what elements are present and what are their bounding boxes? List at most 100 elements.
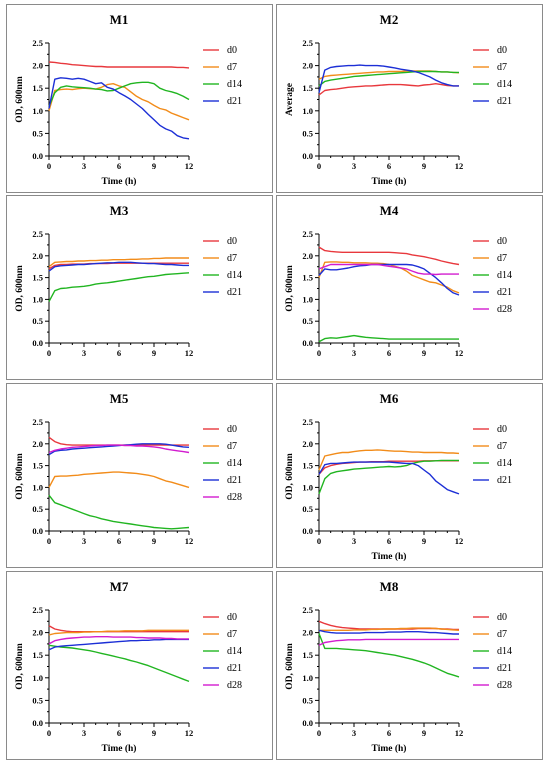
legend-label-d21: d21 xyxy=(227,287,242,298)
series-line-d14 xyxy=(318,334,459,343)
x-tick-label: 3 xyxy=(352,161,356,171)
chart-panel-m3: M3 0.0 0.5 1.0 1.5 2.0 2.5 0 3 6 9 12 OD, 600nm d0 d7 d… xyxy=(6,195,273,380)
legend-label-d0: d0 xyxy=(497,45,507,56)
x-tick-label: 12 xyxy=(455,161,464,171)
x-tick-label: 9 xyxy=(152,536,156,546)
y-axis-label: OD, 600nm xyxy=(285,643,295,690)
y-tick-label: 2.5 xyxy=(32,229,43,239)
series-line-d14 xyxy=(318,70,459,87)
y-tick-label: 0.5 xyxy=(32,128,43,138)
chart-title: M6 xyxy=(380,391,399,406)
legend-label-d7: d7 xyxy=(497,253,507,264)
y-tick-label: 2.0 xyxy=(302,251,313,261)
legend-label-d7: d7 xyxy=(497,629,507,640)
y-tick-label: 0.0 xyxy=(302,526,313,536)
y-tick-label: 2.0 xyxy=(32,61,43,71)
legend-label-d0: d0 xyxy=(497,424,507,435)
chart-panel-m1: M1 0.0 0.5 1.0 1.5 2.0 2.5 0 3 6 9 12 Time (h) OD, 60… xyxy=(6,4,273,193)
x-tick-label: 3 xyxy=(82,348,86,358)
x-tick-label: 0 xyxy=(317,728,321,738)
legend-label-d21: d21 xyxy=(497,475,512,486)
series-line-d0 xyxy=(48,61,190,69)
x-tick-label: 9 xyxy=(422,348,426,358)
y-tick-label: 2.5 xyxy=(302,38,313,48)
y-tick-label: 0.5 xyxy=(302,316,313,326)
legend-label-d0: d0 xyxy=(497,612,507,623)
x-tick-label: 0 xyxy=(47,161,51,171)
legend-label-d0: d0 xyxy=(227,612,237,623)
legend-label-d7: d7 xyxy=(497,62,507,73)
x-tick-label: 0 xyxy=(317,536,321,546)
series-line-d28 xyxy=(318,638,459,646)
x-tick-label: 6 xyxy=(117,728,121,738)
y-tick-label: 2.5 xyxy=(302,229,313,239)
series-line-d14 xyxy=(318,633,460,678)
series-line-d21 xyxy=(318,461,460,495)
chart-title: M7 xyxy=(110,579,129,594)
x-tick-label: 9 xyxy=(422,161,426,171)
chart-svg: M8 0.0 0.5 1.0 1.5 2.0 2.5 0 3 6 9 12 Time (h) OD, 60… xyxy=(285,579,512,754)
chart-panel-m2: M2 0.0 0.5 1.0 1.5 2.0 2.5 0 3 6 9 12 Time (h) Averag… xyxy=(276,4,543,193)
legend-label-d14: d14 xyxy=(497,270,512,281)
y-tick-label: 1.5 xyxy=(32,83,43,93)
y-tick-label: 0.0 xyxy=(302,151,313,161)
legend-label-d28: d28 xyxy=(227,492,242,503)
x-tick-label: 9 xyxy=(152,348,156,358)
y-tick-label: 1.0 xyxy=(32,294,43,304)
y-axis-label: OD, 600nm xyxy=(15,643,25,690)
chart-panel-m7: M7 0.0 0.5 1.0 1.5 2.0 2.5 0 3 6 9 12 Time (h) OD, 60… xyxy=(6,571,273,760)
y-tick-label: 2.0 xyxy=(302,439,313,449)
legend-label-d28: d28 xyxy=(497,304,512,315)
x-tick-label: 12 xyxy=(185,536,194,546)
y-tick-label: 2.0 xyxy=(32,251,43,261)
legend-label-d7: d7 xyxy=(227,629,237,640)
chart-svg: M3 0.0 0.5 1.0 1.5 2.0 2.5 0 3 6 9 12 OD, 600nm d0 d7 d… xyxy=(15,203,242,358)
legend-label-d21: d21 xyxy=(227,663,242,674)
legend-label-d14: d14 xyxy=(227,270,242,281)
chart-panel-m4: M4 0.0 0.5 1.0 1.5 2.0 2.5 0 3 6 9 12 OD, 600nm d0 d7 d… xyxy=(276,195,543,380)
y-tick-label: 1.0 xyxy=(302,106,313,116)
chart-title: M8 xyxy=(380,579,399,594)
x-tick-label: 6 xyxy=(117,348,121,358)
chart-panel-m6: M6 0.0 0.5 1.0 1.5 2.0 2.5 0 3 6 9 12 Time (h) OD, 60… xyxy=(276,383,543,568)
legend-label-d0: d0 xyxy=(227,424,237,435)
chart-title: M1 xyxy=(110,12,129,27)
series-line-d21 xyxy=(318,64,459,93)
legend-label-d21: d21 xyxy=(497,96,512,107)
x-tick-label: 6 xyxy=(117,161,121,171)
x-axis-label: Time (h) xyxy=(372,176,407,187)
legend-label-d7: d7 xyxy=(227,253,237,264)
legend-label-d14: d14 xyxy=(227,458,242,469)
y-axis-label: OD, 600nm xyxy=(285,265,295,312)
x-tick-label: 0 xyxy=(47,536,51,546)
series-line-d7 xyxy=(319,627,460,631)
series-line-d7 xyxy=(48,629,189,636)
chart-title: M4 xyxy=(380,203,399,218)
y-tick-label: 2.0 xyxy=(32,439,43,449)
y-axis-label: Average xyxy=(285,83,295,116)
series-line-d0 xyxy=(48,262,189,270)
y-tick-label: 1.5 xyxy=(302,83,313,93)
x-tick-label: 3 xyxy=(82,161,86,171)
series-line-d21 xyxy=(48,638,189,651)
legend-label-d14: d14 xyxy=(227,79,242,90)
legend-label-d21: d21 xyxy=(497,287,512,298)
y-tick-label: 1.0 xyxy=(302,673,313,683)
chart-panel-m8: M8 0.0 0.5 1.0 1.5 2.0 2.5 0 3 6 9 12 Time (h) OD, 60… xyxy=(276,571,543,760)
x-tick-label: 9 xyxy=(152,728,156,738)
y-tick-label: 1.5 xyxy=(32,650,43,660)
legend-label-d7: d7 xyxy=(227,62,237,73)
y-axis-label: OD, 600nm xyxy=(285,453,295,500)
x-tick-label: 3 xyxy=(352,536,356,546)
x-tick-label: 9 xyxy=(422,728,426,738)
x-tick-label: 3 xyxy=(82,728,86,738)
chart-panel-m5: M5 0.0 0.5 1.0 1.5 2.0 2.5 0 3 6 9 12 OD, 600nm d0 d7 d… xyxy=(6,383,273,568)
y-tick-label: 0.5 xyxy=(302,128,313,138)
x-tick-label: 3 xyxy=(82,536,86,546)
y-tick-label: 1.5 xyxy=(32,273,43,283)
series-line-d14 xyxy=(48,81,190,107)
y-tick-label: 1.0 xyxy=(32,106,43,116)
chart-svg: M4 0.0 0.5 1.0 1.5 2.0 2.5 0 3 6 9 12 OD, 600nm d0 d7 d… xyxy=(285,203,512,358)
x-tick-label: 9 xyxy=(422,536,426,546)
series-line-d21 xyxy=(318,263,460,296)
